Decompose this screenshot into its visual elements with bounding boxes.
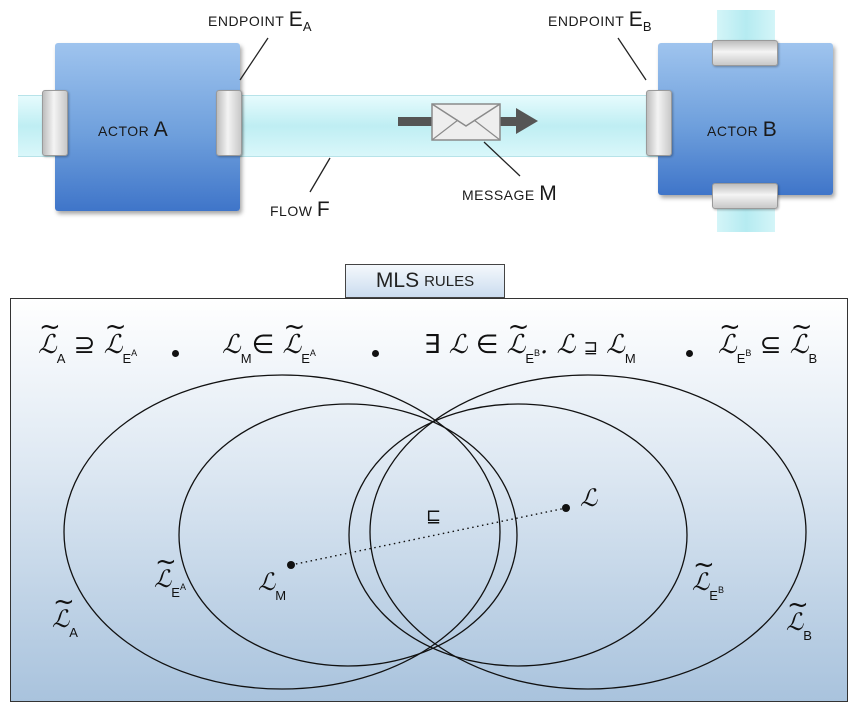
actor-a-set-label: ℒA <box>52 587 78 640</box>
actor-b-label: ACTOR B <box>707 118 777 141</box>
actor-b-bottom-connector <box>712 183 778 209</box>
endpoint-b-label: ENDPOINT EB <box>548 8 652 34</box>
endpoint-b-connector <box>646 90 672 156</box>
rule-exists-label-in-endpoint-b: ∃ ℒ ∈ ℒEB. ℒ ⊒ ℒM <box>424 312 636 366</box>
mls-rules-panel <box>10 298 848 702</box>
message-label: MESSAGE M <box>462 182 557 205</box>
top-schematic-lines <box>239 37 647 193</box>
actor-b-top-connector <box>712 40 778 66</box>
actor-a-left-connector <box>42 90 68 156</box>
message-label-point <box>287 561 295 569</box>
rule-endpoint-b-in-actor-b: ℒEB ⊆ ℒB <box>718 312 817 366</box>
message-leader <box>483 141 521 177</box>
actor-b-set-label: ℒB <box>786 590 812 643</box>
actor-a-box <box>55 43 240 211</box>
endpoint-a-set-label: ℒEA <box>154 547 186 600</box>
flow-relation-symbol: ⊑ <box>426 506 442 527</box>
mls-rules-title: MLS RULES <box>345 264 505 298</box>
message-label-text: ℒM <box>258 568 287 603</box>
flow-relation-line <box>290 507 567 566</box>
message-arrow-head <box>516 108 538 134</box>
message-arrow-shaft <box>496 117 518 126</box>
actor-a-label-set <box>63 374 501 690</box>
flow-label: FLOW F <box>270 198 330 221</box>
receiver-label-point <box>562 504 570 512</box>
rule-separator-bullet <box>372 350 379 357</box>
receiver-label-text: ℒ <box>580 484 598 512</box>
rule-separator-bullet <box>686 350 693 357</box>
rule-actor-a-contains-endpoint-a: ℒA ⊇ ℒEA <box>38 312 137 366</box>
endpoint-b-label-set <box>348 403 688 667</box>
envelope-icon <box>431 103 501 141</box>
actor-a-label: ACTOR A <box>98 118 168 141</box>
endpoint-b-set-label: ℒEB <box>692 550 724 603</box>
rule-separator-bullet <box>172 350 179 357</box>
rule-message-in-endpoint-a: ℒM∈ ℒEA <box>222 312 316 366</box>
actor-b-box <box>658 43 833 195</box>
endpoint-a-connector <box>216 90 242 156</box>
endpoint-b-leader <box>617 37 647 81</box>
endpoint-a-leader <box>239 37 269 81</box>
flow-leader <box>309 157 331 193</box>
message-arrow-tail <box>398 117 438 126</box>
actor-b-label-set <box>369 374 807 690</box>
endpoint-a-label: ENDPOINT EA <box>208 8 312 34</box>
endpoint-a-label-set <box>178 403 518 667</box>
